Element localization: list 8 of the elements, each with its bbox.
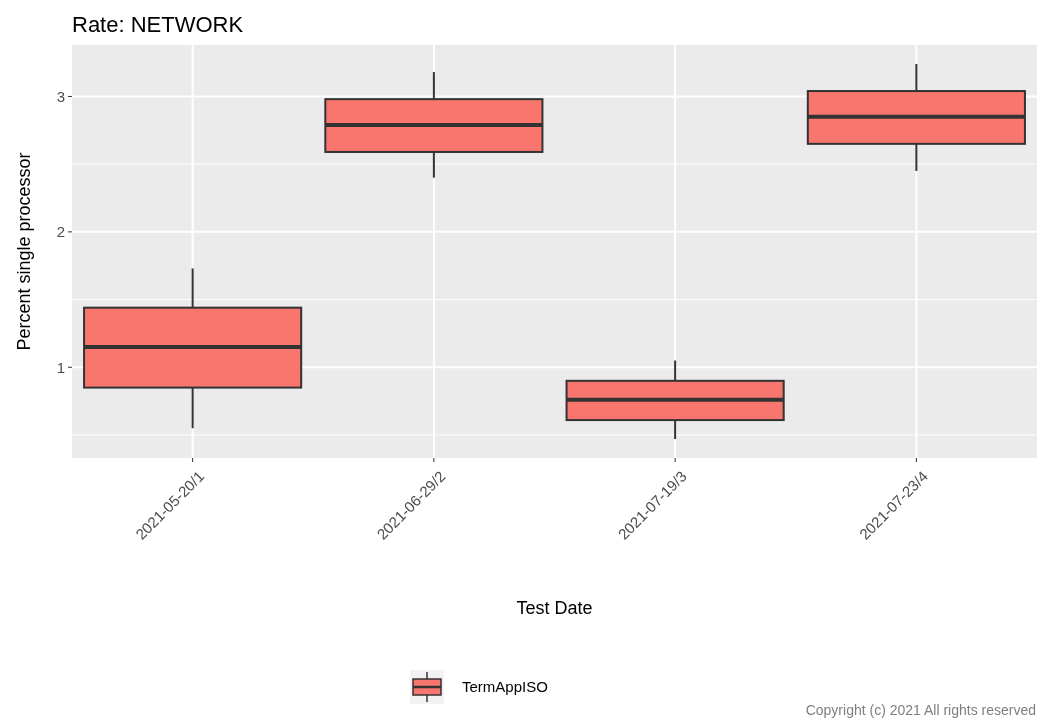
y-tick-label: 1 bbox=[56, 358, 65, 376]
x-axis-title: Test Date bbox=[516, 598, 593, 618]
chart-title: Rate: NETWORK bbox=[72, 12, 244, 37]
text: Copyright (c) 2021 All rights reserved bbox=[805, 702, 1036, 718]
legend-label: TermAppISO bbox=[462, 678, 548, 696]
y-axis-title: Percent single processor bbox=[14, 152, 34, 351]
y-tick-label: 2 bbox=[56, 223, 65, 241]
y-tick-label: 3 bbox=[56, 87, 65, 105]
